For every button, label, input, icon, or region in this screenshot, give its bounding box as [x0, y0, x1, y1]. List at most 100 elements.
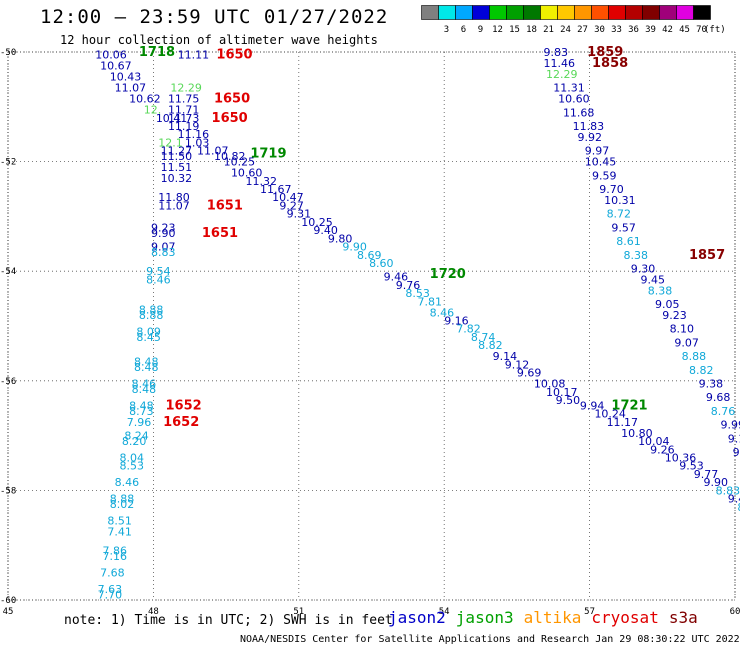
- wave-height-value: 10.62: [129, 93, 161, 106]
- wave-height-value: 9.12: [505, 358, 530, 371]
- map-frame: [7, 51, 736, 601]
- wave-height-value: 9.90: [151, 227, 176, 240]
- wave-height-value: 9.07: [151, 241, 176, 254]
- wave-height-value: 8.45: [136, 331, 161, 344]
- wave-height-value: 8.46: [430, 306, 455, 319]
- wave-height-value: 10.43: [110, 71, 142, 84]
- pass-time-label: 1650: [214, 92, 250, 107]
- wave-height-value: 10.08: [534, 378, 566, 391]
- wave-height-value: 8.88: [682, 350, 707, 363]
- pass-time-label: 1652: [163, 415, 199, 430]
- wave-height-value: 8.73: [129, 405, 154, 418]
- wave-height-value: 10.25: [301, 216, 333, 229]
- wave-height-value: 7.16: [103, 550, 128, 563]
- wave-height-value: 7.96: [127, 416, 152, 429]
- wave-height-value: 8.61: [616, 235, 641, 248]
- wave-height-value: 10.31: [604, 194, 636, 207]
- wave-height-value: 10.25: [224, 156, 256, 169]
- colorbar-tick-label: 24: [560, 25, 571, 35]
- wave-height-value: 8.83: [716, 484, 740, 497]
- wave-height-value: 8.38: [648, 284, 673, 297]
- x-tick-label: 48: [148, 607, 159, 617]
- wave-height-value: 11.75: [168, 93, 200, 106]
- colorbar-tick-label: 12: [492, 25, 503, 35]
- wave-height-value: 11.32: [245, 175, 277, 188]
- y-tick-label: -60: [0, 596, 16, 606]
- wave-height-value: 9.45: [640, 273, 665, 286]
- wave-height-value: 11.27: [161, 145, 193, 158]
- wave-height-value: 7.86: [103, 545, 128, 558]
- wave-height-value: 11.46: [544, 57, 576, 70]
- wave-height-value: 9.53: [679, 460, 704, 473]
- colorbar-tick-label: 27: [577, 25, 588, 35]
- colorbar-swatch: [693, 5, 711, 20]
- pass-time-label: 1650: [212, 111, 248, 126]
- axis-tick-labels: 45 48 51 54 57 60 -50 -52 -54 -56 -58 -60: [0, 48, 740, 617]
- wave-height-value: 10.47: [272, 191, 304, 204]
- wave-height-value: 7.70: [98, 589, 123, 602]
- wave-height-value: 9.30: [631, 262, 656, 275]
- wave-height-value: 9.23: [662, 309, 687, 322]
- wave-height-value: 9.59: [592, 169, 617, 182]
- wave-height-value: 9.23: [151, 221, 176, 234]
- wave-height-value: 8.46: [115, 476, 140, 489]
- satellite-legend-item: altika: [523, 608, 582, 627]
- wave-height-value: 9.16: [444, 315, 469, 328]
- wave-height-value: 9.68: [706, 391, 731, 404]
- colorbar-tick-label: 3: [444, 25, 449, 35]
- wave-height-value: 10.17: [546, 386, 578, 399]
- colorbar-tick-label: 39: [645, 25, 656, 35]
- wave-height-value: 9.38: [699, 378, 724, 391]
- wave-height-value: 7.82: [456, 323, 481, 336]
- x-tick-label: 57: [584, 607, 595, 617]
- wave-height-value: 11.17: [607, 416, 639, 429]
- x-tick-label: 60: [730, 607, 740, 617]
- page-subtitle: 12 hour collection of altimeter wave hei…: [60, 33, 378, 47]
- wave-height-value: 11.07: [197, 145, 229, 158]
- pass-time-label: 1652: [166, 398, 202, 413]
- colorbar-tick-label: 42: [662, 25, 673, 35]
- wave-height-value: 10.60: [231, 167, 262, 180]
- wave-height-value: 8.83: [151, 246, 176, 259]
- wave-height-value: 9.83: [544, 46, 569, 59]
- colorbar-legend: 3 6 9 12 15 18 21 24 27 30 33 36 39 42 45 70(ft): [421, 5, 726, 35]
- wave-height-value: 8.60: [369, 257, 394, 270]
- wave-height-value: 11.16: [178, 128, 210, 141]
- wave-height-value: 8.46: [146, 273, 171, 286]
- wave-height-value: 11.07: [158, 199, 190, 212]
- wave-height-value: 10.80: [621, 427, 653, 440]
- pass-time-label: 1719: [250, 146, 286, 161]
- colorbar-tick-label: 45: [679, 25, 690, 35]
- wave-height-value: 9.46: [384, 271, 409, 284]
- pass-time-label: 1650: [216, 48, 252, 63]
- colorbar-tick-label: 36: [628, 25, 639, 35]
- pass-time-label: 1859: [587, 45, 623, 60]
- wave-height-value: 11.51: [161, 161, 193, 174]
- wave-height-value: 10.67: [100, 60, 132, 73]
- wave-height-value: 8.48: [132, 383, 157, 396]
- wave-height-value: 8.10: [670, 323, 695, 336]
- wave-height-value: 9.90: [703, 476, 728, 489]
- wave-height-value: 11.67: [260, 183, 292, 196]
- wave-height-value: 11.07: [115, 82, 147, 95]
- wave-height-value: 8.20: [122, 435, 147, 448]
- y-tick-label: -54: [0, 267, 16, 277]
- colorbar-tick-label: 33: [611, 25, 622, 35]
- colorbar-tick-label: 70: [696, 25, 707, 35]
- wave-height-value: 9.76: [396, 279, 421, 292]
- wave-height-value: 10.36: [665, 452, 697, 465]
- wave-height-value: 9.99: [720, 419, 740, 432]
- colorbar-tick-label: 21: [543, 25, 554, 35]
- wave-height-value: 10.32: [161, 172, 193, 185]
- satellite-legend-item: cryosat: [591, 608, 659, 627]
- colorbar-tick-label: 18: [526, 25, 537, 35]
- wave-height-value: 9.31: [287, 208, 312, 221]
- wave-height-value: 8.04: [119, 452, 143, 465]
- wave-height-value: 8.74: [471, 331, 496, 344]
- wave-height-value: 7.41: [107, 526, 131, 539]
- wave-height-value: 8.88: [737, 501, 740, 514]
- wave-height-value: 10.45: [585, 156, 617, 169]
- wave-height-value: 8.46: [132, 378, 157, 391]
